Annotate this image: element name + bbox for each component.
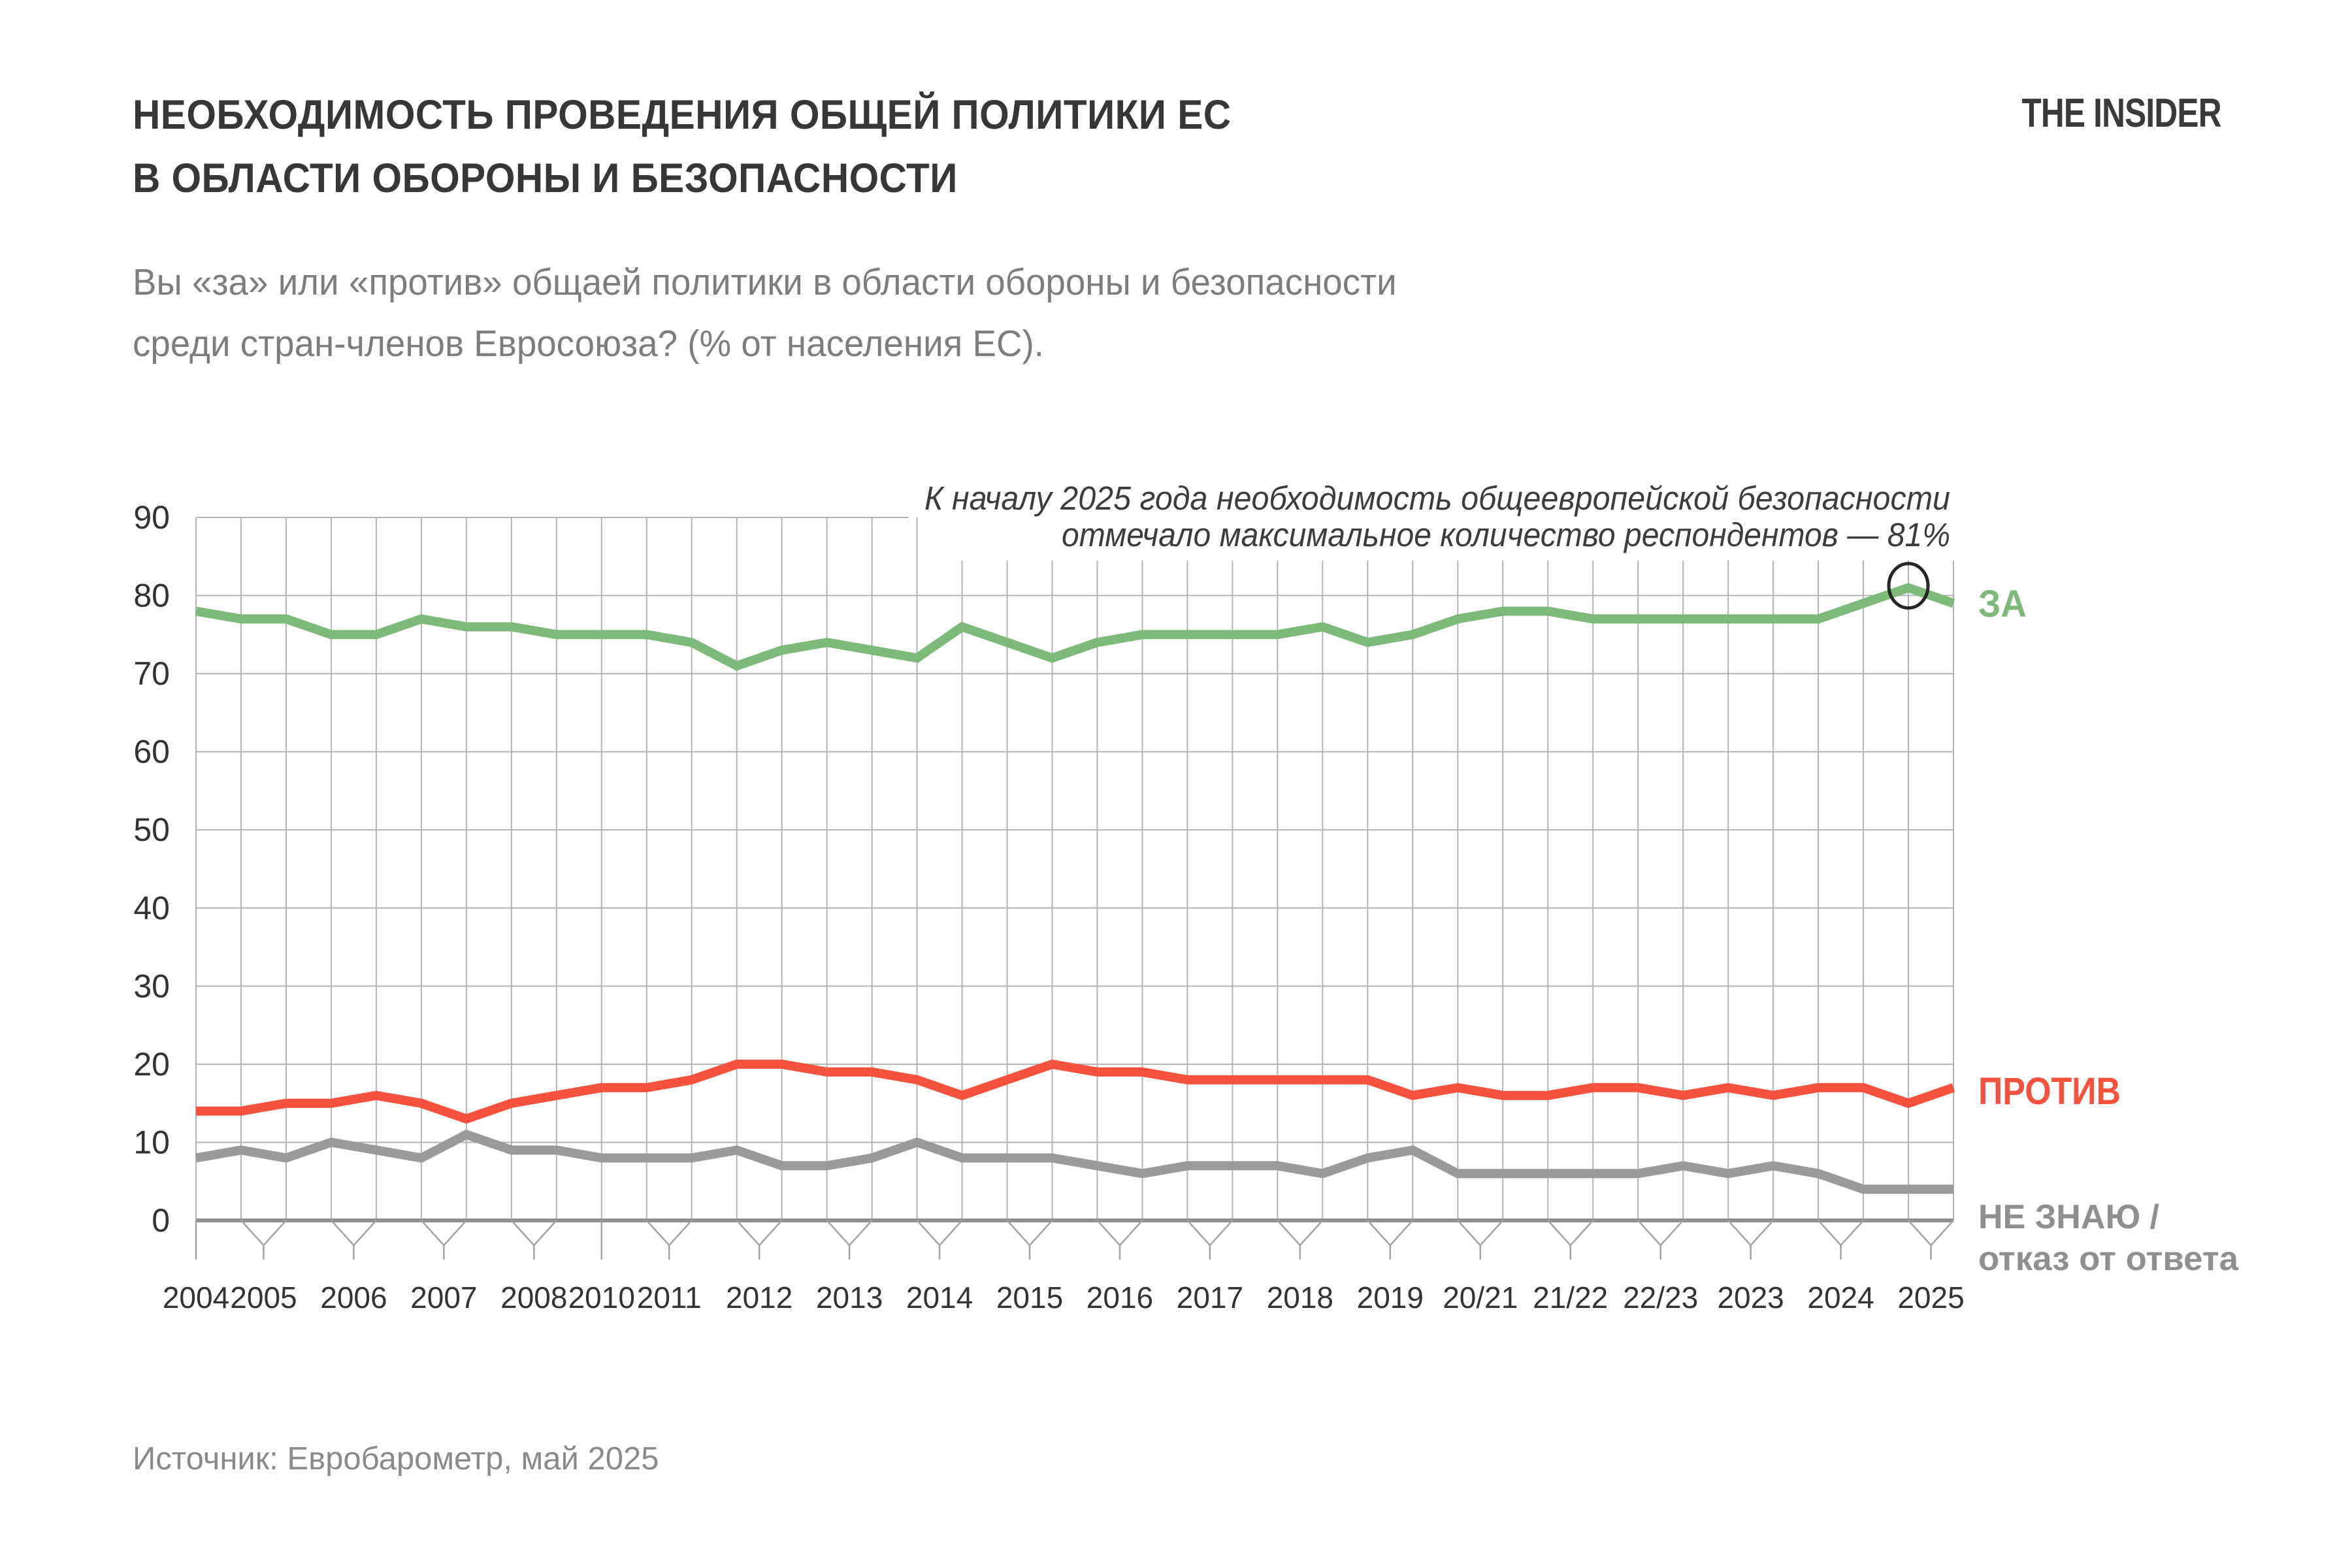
annotation-line1: К началу 2025 года необходимость общеевр…: [924, 480, 1950, 517]
brand-logo: THE INSIDER: [2021, 91, 2222, 136]
legend-label-dontknow-line1: НЕ ЗНАЮ /: [1978, 1198, 2159, 1236]
x-tick-pair: [1096, 1220, 1143, 1260]
y-tick-label: 80: [133, 578, 170, 614]
series-line-0: [195, 583, 1955, 671]
x-tick-pair: [1727, 1220, 1774, 1260]
legend-label-protiv: ПРОТИВ: [1978, 1070, 2121, 1113]
x-tick-label: 20/21: [1443, 1281, 1518, 1315]
x-tick-label: 22/23: [1623, 1281, 1698, 1315]
x-tick-pair: [826, 1220, 873, 1260]
x-tick-pair: [420, 1220, 467, 1260]
x-tick-label: 2010: [568, 1281, 635, 1315]
x-tick-pair: [510, 1220, 557, 1260]
x-tick-label: 2018: [1267, 1281, 1333, 1315]
legend-label-dontknow-line2: отказ от ответа: [1978, 1240, 2239, 1278]
x-tick-label: 2016: [1086, 1281, 1153, 1315]
x-tick-pair: [916, 1220, 963, 1260]
x-tick-label: 2023: [1717, 1281, 1784, 1315]
y-tick-label: 0: [152, 1202, 170, 1239]
x-tick-pair: [1818, 1220, 1864, 1260]
legend-label-za: ЗА: [1978, 583, 2027, 625]
x-tick-label: 2019: [1357, 1281, 1424, 1315]
x-tick-pair: [1186, 1220, 1233, 1260]
x-tick-label: 2012: [726, 1281, 792, 1315]
y-tick-label: 60: [133, 734, 170, 770]
highlight-circle: [1887, 562, 1930, 610]
series-line-1: [196, 1059, 1955, 1124]
page-title-line1: НЕОБХОДИМОСТЬ ПРОВЕДЕНИЯ ОБЩЕЙ ПОЛИТИКИ …: [133, 92, 1232, 138]
x-axis-labels: 2004 2005 2006 2007 2008 2010 2011 2012 2013 2014…: [163, 1281, 1965, 1315]
x-tick-pair: [736, 1220, 783, 1260]
highlight-circle-group: [1887, 562, 1930, 610]
x-tick-label: 2014: [906, 1281, 973, 1315]
x-tick-pair: [240, 1220, 287, 1260]
x-tick-label: 21/22: [1533, 1281, 1608, 1315]
x-tick-pair: [1637, 1220, 1684, 1260]
x-tick-label: 2017: [1177, 1281, 1243, 1315]
x-tick-label: 2011: [637, 1281, 702, 1315]
x-tick-label: 2007: [410, 1281, 477, 1315]
x-tick-label: 2025: [1897, 1281, 1964, 1315]
page-title-line2: В ОБЛАСТИ ОБОРОНЫ И БЕЗОПАСНОСТИ: [133, 155, 958, 201]
gridlines: [195, 517, 1954, 1220]
y-tick-label: 20: [133, 1046, 170, 1083]
x-tick-label: 2004: [163, 1281, 229, 1315]
x-tick-pair: [1908, 1220, 1954, 1260]
annotation-line2: отмечало максимальное количество респонд…: [1062, 516, 1950, 553]
series-line-2: [195, 1129, 1953, 1194]
y-tick-label: 50: [133, 811, 170, 848]
x-tick-pair: [1547, 1220, 1594, 1260]
y-tick-label: 30: [133, 968, 170, 1004]
x-tick-pair: [1457, 1220, 1504, 1260]
x-tick-pair: [330, 1220, 377, 1260]
x-tick-pair: [1006, 1220, 1053, 1260]
x-tick-label: 2008: [500, 1281, 567, 1315]
chart-question-line2: среди стран-членов Евросоюза? (% от насе…: [133, 323, 1044, 365]
y-tick-label: 10: [133, 1124, 170, 1160]
series-lines: [195, 583, 1955, 1194]
x-tick-label: 2013: [816, 1281, 883, 1315]
x-axis-ticks: [195, 1220, 1954, 1260]
x-tick-pair: [1277, 1220, 1324, 1260]
chart-question: Вы «за» или «против» общаей политики в о…: [133, 252, 1397, 374]
x-tick-pair: [1367, 1220, 1414, 1260]
x-tick-label: 2005: [230, 1281, 297, 1315]
y-tick-label: 70: [133, 655, 170, 692]
x-tick-label: 2024: [1807, 1281, 1874, 1315]
x-tick-label: 2015: [996, 1281, 1063, 1315]
y-axis-labels: 0 10 20 30 40 50 60 70 80 90: [133, 499, 170, 1239]
x-tick-label: 2006: [320, 1281, 387, 1315]
chart-question-line1: Вы «за» или «против» общаей политики в о…: [133, 261, 1397, 303]
y-tick-label: 90: [133, 499, 170, 536]
page-title: НЕОБХОДИМОСТЬ ПРОВЕДЕНИЯ ОБЩЕЙ ПОЛИТИКИ …: [133, 84, 1232, 210]
y-tick-label: 40: [133, 890, 170, 926]
x-tick-pair: [645, 1220, 693, 1260]
source-note: Источник: Евробарометр, май 2025: [133, 1441, 659, 1477]
